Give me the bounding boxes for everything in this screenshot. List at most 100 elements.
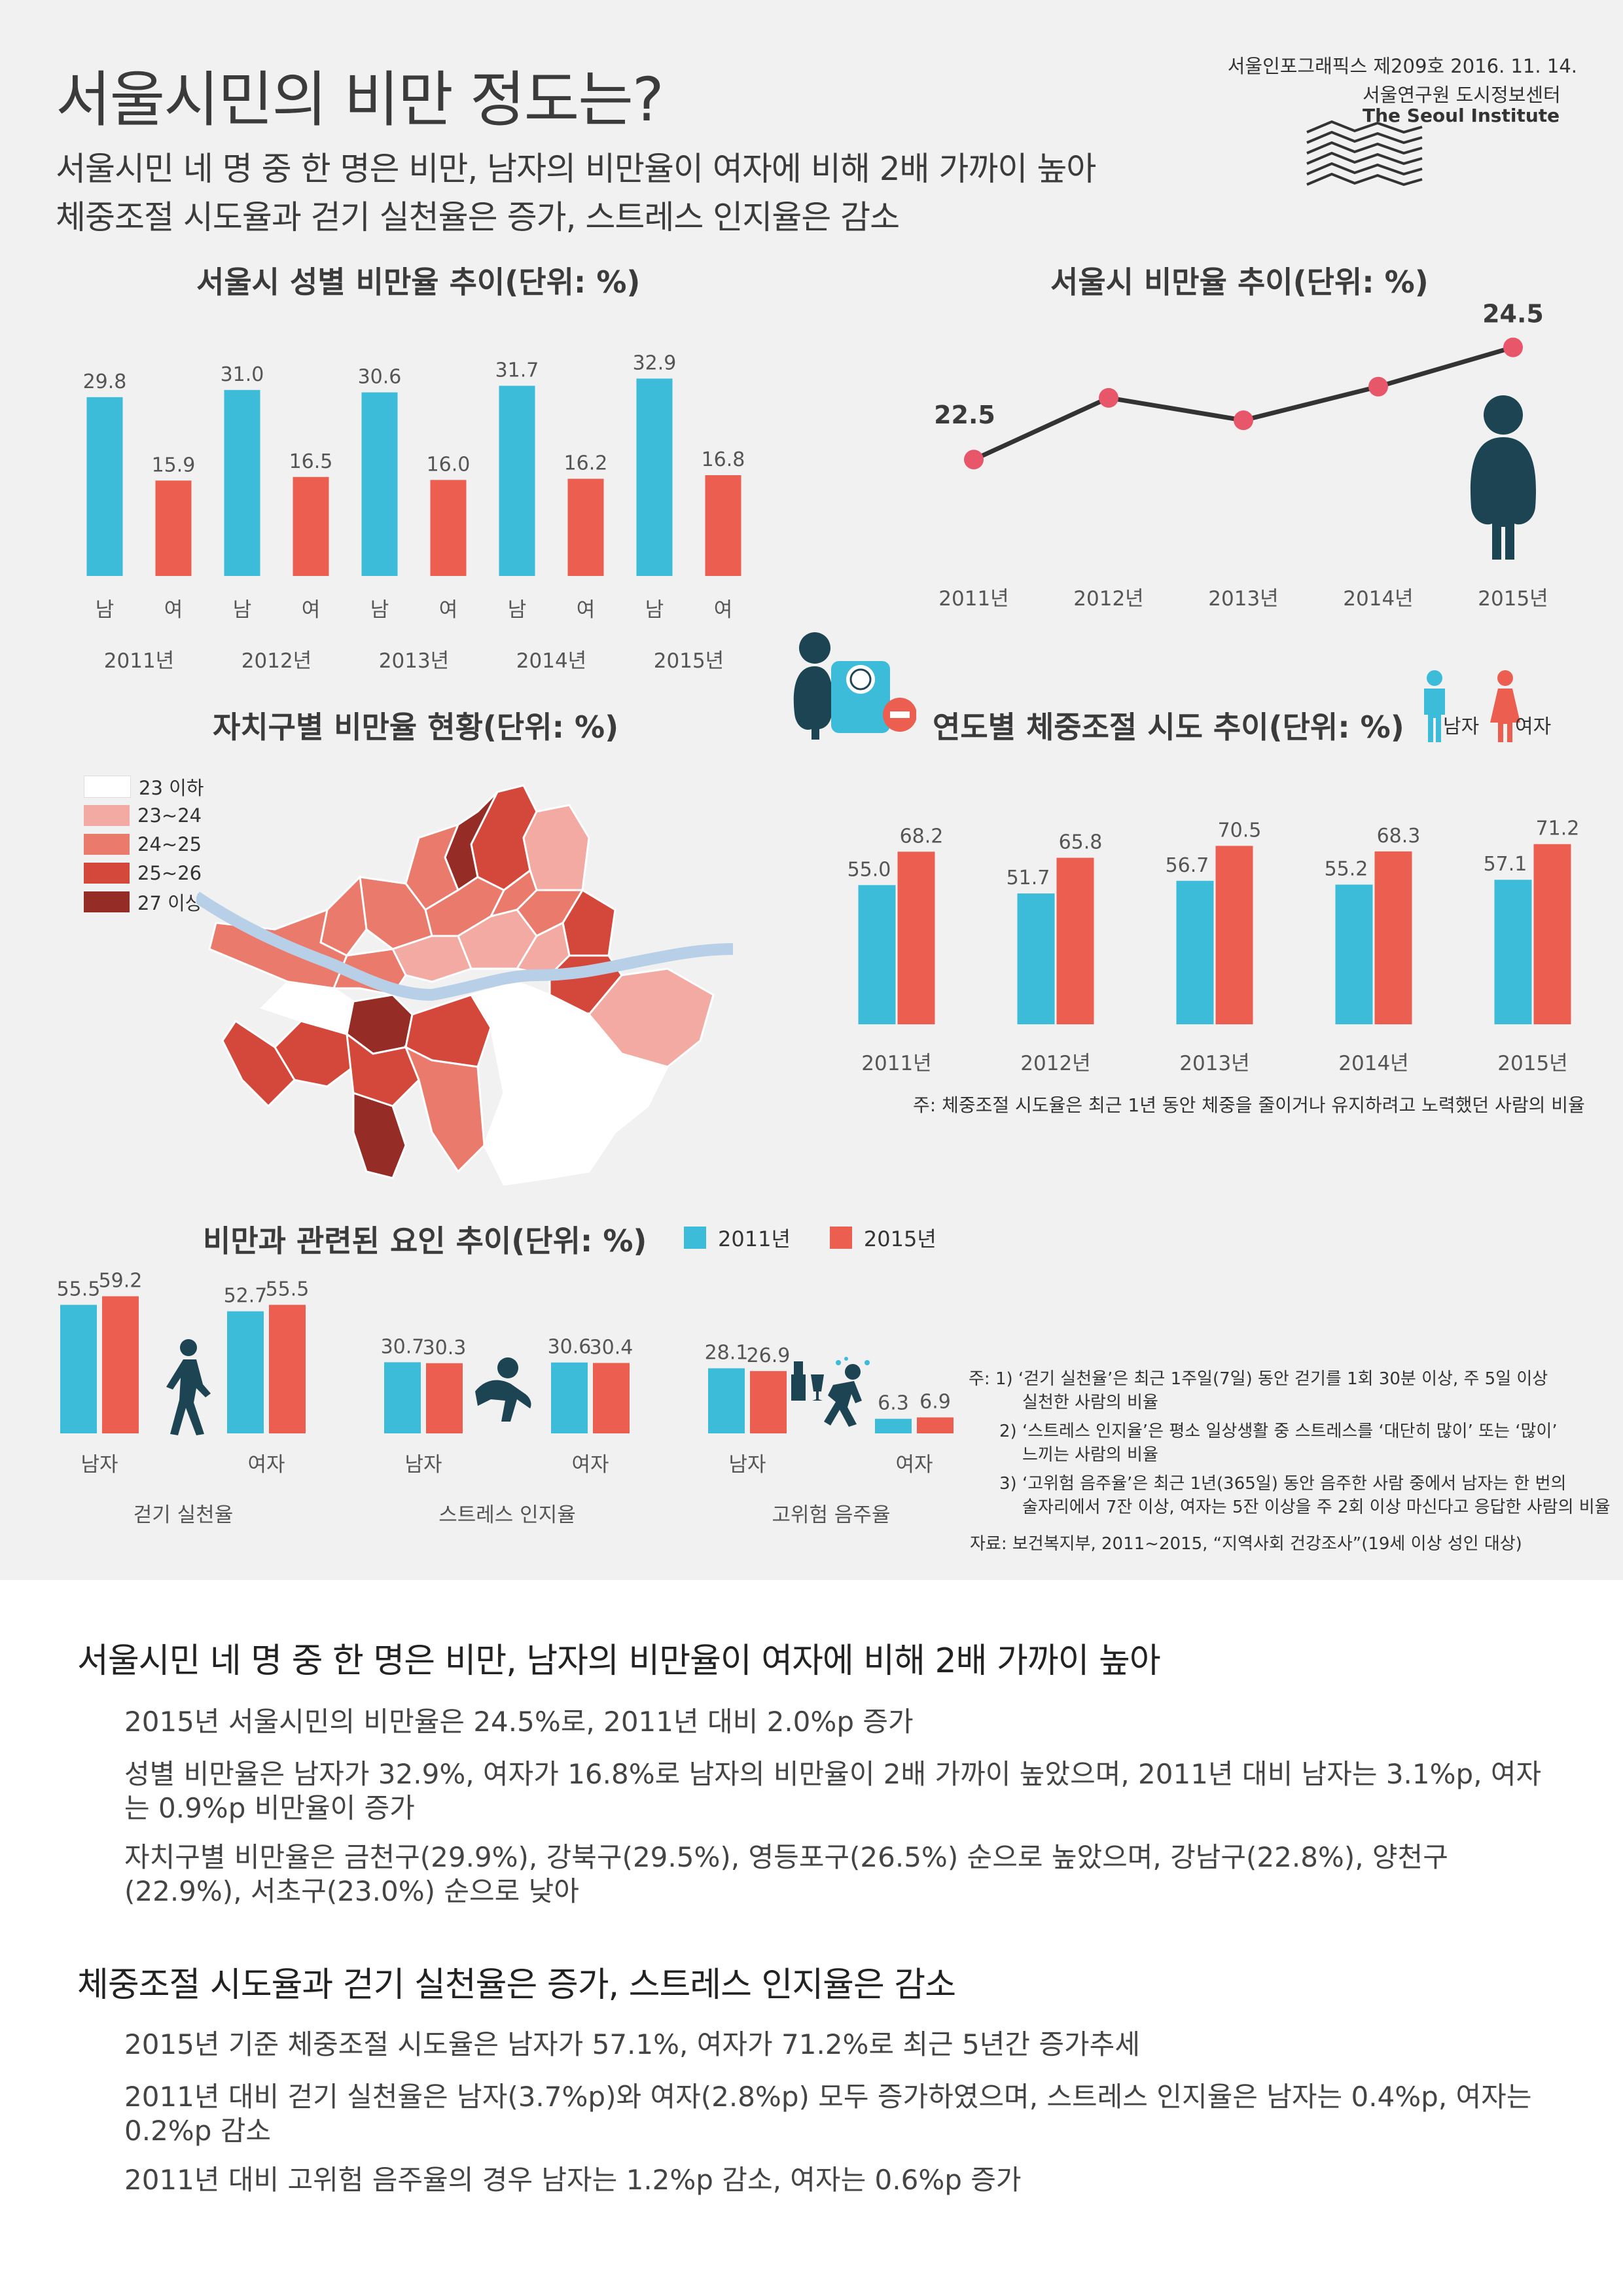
legend-label-2011: 2011년: [718, 1227, 791, 1251]
note-2a: 2) ‘스트레스 인지율’은 평소 일상생활 중 스트레스를 ‘대단히 많이’ …: [999, 1422, 1558, 1441]
value-label: 51.7: [1007, 867, 1050, 889]
factors-chart-title: 비만과 관련된 요인 추이(단위: %): [203, 1223, 647, 1259]
legend-item: 25~26: [84, 859, 204, 888]
subtitle-1: 서울시민 네 명 중 한 명은 비만, 남자의 비만율이 여자에 비해 2배 가…: [56, 150, 1096, 188]
legend-label: 24~25: [137, 833, 202, 855]
gender-tick-label: 여: [714, 598, 733, 622]
value-label: 31.7: [495, 359, 539, 382]
trend-point: [1099, 387, 1118, 408]
summary-heading-1: 서울시민 네 명 중 한 명은 비만, 남자의 비만율이 여자에 비해 2배 가…: [77, 1641, 1161, 1681]
legend-label: 23 이하: [139, 777, 204, 799]
year-tick-label: 2013년: [1179, 1052, 1249, 1075]
year-tick-label: 2012년: [241, 649, 312, 673]
bar-2011: [227, 1311, 264, 1433]
legend-label: 25~26: [137, 862, 202, 884]
bar-male: [1335, 884, 1373, 1024]
org-name-korean: 서울연구원 도시정보센터: [1363, 84, 1561, 106]
value-label: 55.5: [266, 1278, 310, 1301]
bar-female: [430, 480, 467, 576]
value-label: 52.7: [224, 1285, 268, 1308]
obese-person-icon: [1470, 395, 1537, 560]
value-label: 6.3: [878, 1392, 909, 1415]
gender-tick-label: 남: [96, 598, 115, 622]
bar-2011: [60, 1304, 97, 1433]
obesity-trend-chart: 22.5 2011년 2012년 2013년 2014년 24.5 2015년: [934, 300, 1548, 611]
value-label: 71.2: [1536, 817, 1580, 840]
gender-tick-label: 남자: [80, 1453, 118, 1477]
factors-legend: 2011년 2015년: [684, 1223, 936, 1253]
year-tick-label: 2015년: [1497, 1052, 1567, 1075]
year-tick-label: 2015년: [1478, 587, 1548, 611]
value-label: 30.7: [381, 1335, 425, 1358]
legend-label: 27 이상: [137, 892, 203, 914]
bar-female: [293, 476, 329, 576]
value-label: 65.8: [1059, 831, 1103, 854]
gender-tick-label: 남: [370, 598, 389, 622]
bar-male: [361, 392, 398, 576]
value-label: 30.3: [423, 1336, 467, 1359]
drinking-person-icon: [791, 1357, 870, 1427]
bar-male: [1017, 893, 1055, 1024]
bar-2015: [426, 1363, 463, 1433]
summary-heading-2: 체중조절 시도율과 걷기 실천율은 증가, 스트레스 인지율은 감소: [77, 1965, 956, 2005]
legend-swatch-2011: [684, 1227, 706, 1249]
weight-chart-note: 주: 체중조절 시도율은 최근 1년 동안 체중을 줄이거나 유지하려고 노력했…: [913, 1094, 1585, 1116]
note-1a: 주: 1) ‘걷기 실천율’은 최근 1주일(7일) 동안 걷기를 1회 30분…: [969, 1369, 1548, 1389]
value-label: 29.8: [83, 370, 127, 393]
legend-label-2015: 2015년: [863, 1227, 936, 1251]
map-chart-title: 자치구별 비만율 현황(단위: %): [213, 709, 619, 745]
legend-item: 24~25: [84, 830, 204, 859]
bar-female: [1215, 846, 1253, 1024]
legend-swatch: [84, 891, 130, 912]
female-legend-label: 여자: [1515, 715, 1552, 738]
data-source: 자료: 보건복지부, 2011~2015, “지역사회 건강조사”(19세 이상…: [970, 1534, 1522, 1554]
note-3a: 3) ‘고위험 음주율’은 최근 1년(365일) 동안 음주한 사람 중에서 …: [999, 1474, 1567, 1494]
trend-value-label: 24.5: [1482, 300, 1544, 329]
bar-2015: [102, 1296, 139, 1433]
bar-male: [1176, 880, 1214, 1024]
value-label: 70.5: [1218, 819, 1262, 842]
year-tick-label: 2011년: [104, 649, 174, 673]
factor-group-label: 스트레스 인지율: [438, 1503, 576, 1527]
bar-2015: [593, 1363, 630, 1433]
year-tick-label: 2012년: [1073, 587, 1143, 611]
note-3b: 술자리에서 7잔 이상, 여자는 5잔 이상을 주 2회 이상 마신다고 응답한…: [1022, 1498, 1611, 1517]
trend-value-label: 22.5: [934, 401, 995, 429]
legend-swatch: [84, 776, 131, 798]
org-name-english: The Seoul Institute: [1363, 105, 1560, 126]
bar-male: [224, 389, 260, 576]
trend-point: [1503, 337, 1523, 357]
gender-tick-label: 여: [439, 598, 458, 622]
bar-male: [636, 378, 673, 576]
gender-tick-label: 여: [164, 598, 183, 622]
bar-2015: [269, 1304, 306, 1433]
bar-2011: [551, 1362, 588, 1433]
value-label: 16.8: [702, 448, 745, 471]
gender-chart-title: 서울시 성별 비만율 추이(단위: %): [196, 264, 641, 300]
legend-item: 23~24: [84, 801, 204, 830]
bar-male: [499, 386, 535, 576]
summary-para-4: 2015년 기준 체중조절 시도율은 남자가 57.1%, 여자가 71.2%로…: [124, 2028, 1140, 2060]
legend-swatch: [84, 834, 130, 855]
bar-female: [1056, 857, 1094, 1024]
value-label: 68.2: [900, 825, 944, 848]
gender-tick-label: 여: [302, 598, 321, 622]
year-tick-label: 2015년: [654, 649, 724, 673]
bar-male: [86, 397, 123, 576]
bar-2015: [917, 1417, 954, 1433]
value-label: 32.9: [633, 351, 677, 374]
seoul-institute-logo: [1306, 120, 1423, 187]
gender-tick-label: 남: [233, 598, 252, 622]
gender-tick-label: 여자: [247, 1453, 285, 1477]
value-label: 30.6: [358, 366, 402, 389]
trend-chart-title: 서울시 비만율 추이(단위: %): [1050, 264, 1429, 300]
weight-control-chart: 55.0 68.2 2011년 51.7 65.8 2012년 56.7 70.5 2013년 5…: [847, 817, 1580, 1075]
value-label: 30.4: [590, 1336, 633, 1359]
map-legend: 23 이하 23~24 24~25 25~26 27 이상: [84, 772, 204, 916]
value-label: 28.1: [705, 1342, 749, 1365]
weight-chart-title: 연도별 체중조절 시도 추이(단위: %): [933, 709, 1404, 745]
bar-2011: [384, 1362, 421, 1433]
year-tick-label: 2011년: [938, 587, 1008, 611]
legend-label: 23~24: [137, 804, 202, 827]
